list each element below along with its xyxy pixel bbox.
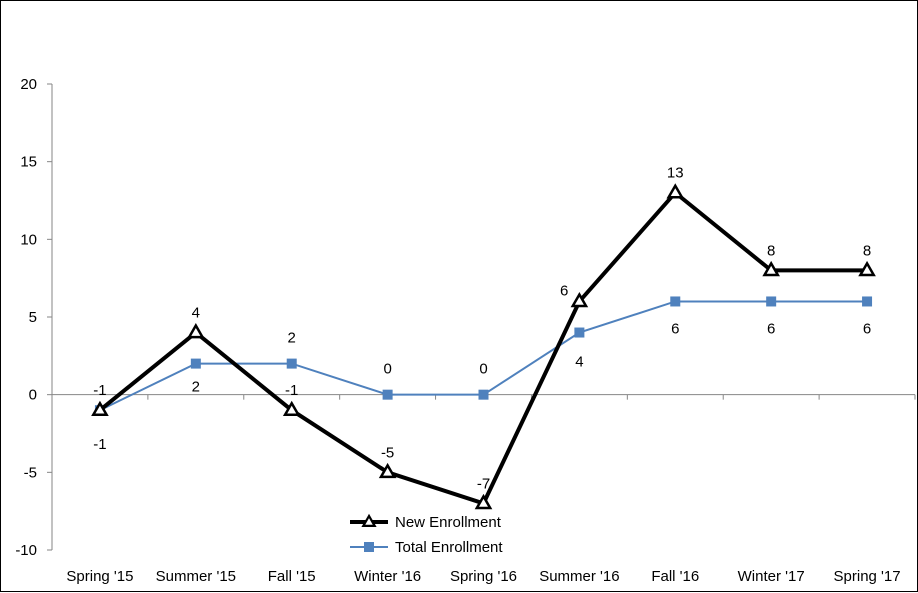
data-label-total-enrollment: 2 [288, 330, 296, 347]
point-new-enrollment [474, 493, 493, 510]
point-new-enrollment [666, 183, 685, 199]
data-label-new-enrollment: 8 [767, 242, 775, 259]
y-tick-label: 10 [20, 231, 37, 248]
point-new-enrollment [570, 291, 589, 308]
data-label-new-enrollment: 13 [667, 165, 684, 182]
series-line-new-enrollment [98, 189, 868, 506]
data-label-total-enrollment: 0 [479, 361, 487, 378]
point-total-enrollment [190, 358, 201, 369]
point-total-enrollment [286, 358, 297, 369]
data-label-total-enrollment: 0 [383, 361, 391, 378]
point-total-enrollment [862, 296, 873, 307]
point-total-enrollment [382, 389, 393, 400]
y-tick-label: 5 [29, 309, 37, 326]
x-tick-label: Summer '15 [156, 568, 236, 585]
point-new-enrollment [187, 323, 205, 339]
data-label-total-enrollment: 4 [575, 354, 583, 371]
point-new-enrollment [282, 400, 301, 416]
point-new-enrollment [91, 400, 109, 416]
data-label-new-enrollment: 4 [192, 305, 200, 322]
point-total-enrollment [766, 296, 777, 307]
x-tick-label: Fall '15 [268, 568, 316, 585]
data-label-new-enrollment: -1 [285, 382, 298, 399]
legend-label-new-enrollment: New Enrollment [395, 514, 502, 531]
x-tick-label: Summer '16 [539, 568, 619, 585]
x-tick-label: Spring '15 [66, 568, 133, 585]
point-total-enrollment [574, 327, 585, 338]
data-label-new-enrollment: -1 [93, 382, 106, 399]
data-label-total-enrollment: 2 [192, 379, 200, 396]
legend-label-total-enrollment: Total Enrollment [395, 539, 503, 556]
data-label-new-enrollment: -5 [381, 444, 394, 461]
y-tick-label: 20 [20, 76, 37, 93]
y-tick-label: 0 [29, 387, 37, 404]
x-tick-label: Winter '16 [354, 568, 421, 585]
x-tick-label: Winter '17 [738, 568, 805, 585]
y-tick-label: -10 [15, 542, 37, 559]
legend: New Enrollment Total Enrollment [350, 513, 503, 556]
point-total-enrollment [478, 389, 489, 400]
data-label-total-enrollment: 6 [863, 320, 871, 337]
data-label-new-enrollment: -7 [477, 475, 490, 492]
data-label-new-enrollment: 6 [560, 282, 568, 299]
legend-marker-total-enrollment [364, 542, 374, 552]
data-label-total-enrollment: 6 [671, 320, 679, 337]
series-layer [91, 183, 876, 510]
data-label-total-enrollment: 6 [767, 320, 775, 337]
data-label-total-enrollment: -1 [93, 436, 106, 453]
x-tick-label: Spring '17 [834, 568, 901, 585]
y-tick-label: -5 [24, 464, 37, 481]
y-tick-label: 15 [20, 154, 37, 171]
data-labels: -1 4 -1 -5 -7 6 13 8 8 -1 2 2 0 0 4 6 6 6 [93, 165, 871, 493]
data-label-new-enrollment: 8 [863, 242, 871, 259]
x-tick-label: Spring '16 [450, 568, 517, 585]
point-total-enrollment [670, 296, 681, 307]
x-tick-label: Fall '16 [651, 568, 699, 585]
legend-marker-new-enrollment [361, 513, 377, 528]
point-new-enrollment [378, 462, 397, 479]
point-new-enrollment [762, 260, 780, 277]
point-new-enrollment [858, 260, 876, 277]
